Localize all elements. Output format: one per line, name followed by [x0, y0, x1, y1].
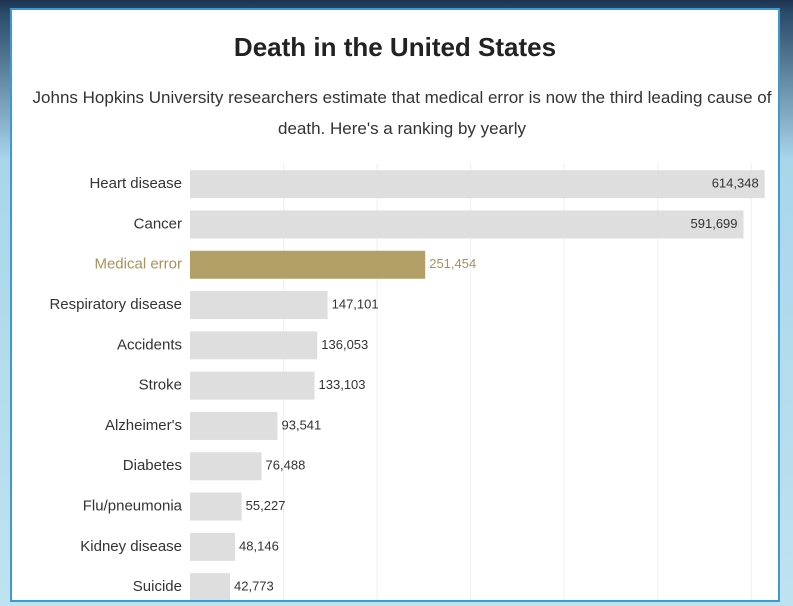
bar — [190, 210, 744, 239]
value-label: 55,227 — [246, 498, 286, 513]
value-label: 133,103 — [319, 377, 366, 392]
bar — [190, 250, 426, 279]
y-tick-label: Diabetes — [123, 457, 182, 474]
y-tick-label: Kidney disease — [80, 538, 182, 555]
bar — [190, 411, 278, 440]
value-label: 42,773 — [234, 579, 274, 594]
bar — [190, 573, 231, 600]
y-tick-label: Suicide — [133, 578, 182, 595]
y-tick-label: Flu/pneumonia — [83, 498, 183, 515]
y-tick-label: Heart disease — [89, 175, 182, 192]
bar — [190, 331, 318, 360]
bar — [190, 170, 765, 199]
value-label: 93,541 — [282, 417, 322, 432]
y-tick-label: Alzheimer's — [105, 417, 182, 434]
y-tick-label: Medical error — [94, 256, 182, 273]
bar — [190, 452, 262, 481]
bar — [190, 371, 315, 400]
chart-title: Death in the United States — [233, 32, 557, 62]
value-label: 147,101 — [332, 296, 379, 311]
chart: Heart disease 614,348 Cancer 591,699 Medical… — [49, 164, 765, 600]
value-label: 48,146 — [239, 538, 279, 553]
value-label: 76,488 — [266, 458, 306, 473]
chart-subtitle: Johns Hopkins University researchers est… — [32, 88, 772, 138]
bar — [190, 532, 236, 561]
bar — [190, 291, 328, 320]
value-label: 614,348 — [712, 176, 759, 191]
value-label: 136,053 — [321, 337, 368, 352]
y-tick-label: Stroke — [139, 377, 182, 394]
chart-panel: Death in the United States Johns Hopkins… — [10, 8, 780, 602]
value-label: 591,699 — [691, 216, 738, 231]
y-tick-label: Respiratory disease — [49, 296, 182, 313]
y-tick-label: Cancer — [134, 215, 182, 232]
bar — [190, 492, 242, 521]
y-tick-label: Accidents — [117, 336, 182, 353]
value-label: 251,454 — [429, 256, 476, 271]
